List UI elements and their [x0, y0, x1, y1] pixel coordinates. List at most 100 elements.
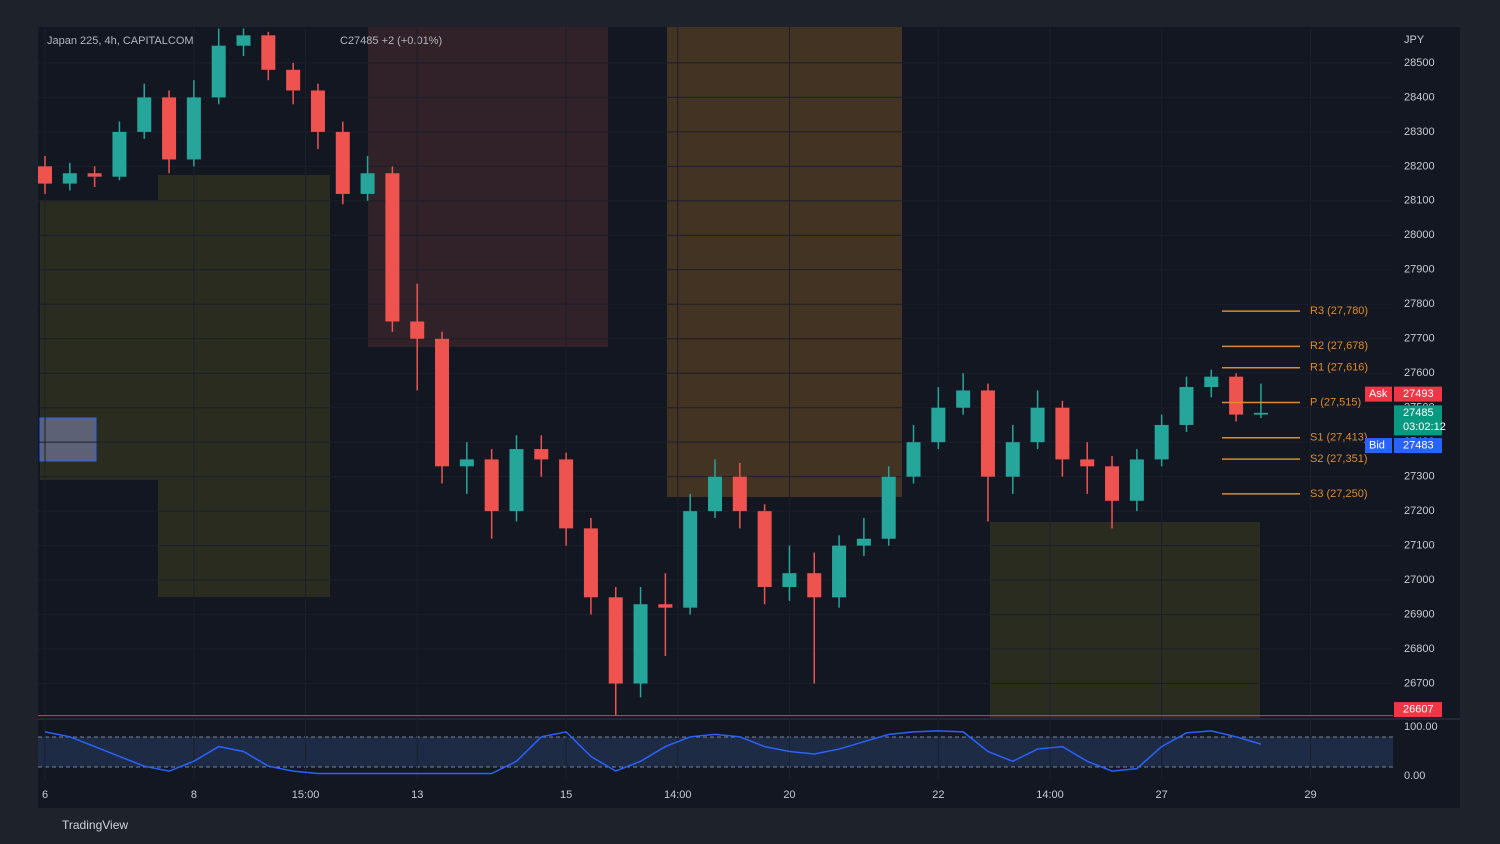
candle-body	[1179, 387, 1194, 425]
osc-band	[38, 737, 1393, 767]
brand: TradingView	[62, 818, 128, 832]
candle-body	[782, 573, 797, 587]
candle-body	[236, 35, 251, 46]
oscillator-line	[44, 730, 1262, 775]
candle-body	[683, 511, 698, 608]
candle-body	[385, 173, 400, 322]
candle-body	[1253, 412, 1268, 415]
x-tick-label: 29	[1304, 789, 1316, 801]
pivot-label: R3 (27,780)	[1310, 305, 1368, 317]
x-tick-label: 14:00	[664, 789, 692, 801]
y-tick-label: 26900	[1404, 608, 1435, 620]
pivot-label: R2 (27,678)	[1310, 340, 1368, 352]
price-tag-name-bg	[1365, 438, 1392, 454]
candle-body	[1204, 376, 1219, 388]
x-tick-label: 20	[783, 789, 795, 801]
candle-body	[509, 449, 524, 512]
candle-body	[807, 573, 822, 598]
candle-body	[757, 511, 772, 587]
candle-body	[583, 528, 598, 598]
y-tick-label: 27200	[1404, 505, 1435, 517]
price-tag-name: Ask	[1369, 388, 1388, 400]
candle-body	[832, 545, 847, 598]
candle-body	[1055, 407, 1070, 460]
candle-body	[608, 597, 623, 684]
candle-body	[906, 442, 921, 477]
osc-tick-label: 0.00	[1404, 770, 1425, 782]
candle-body	[658, 604, 673, 608]
y-tick-label: 27800	[1404, 298, 1435, 310]
candle-body	[484, 459, 499, 512]
candle-body	[261, 35, 276, 70]
price-tag-name-bg	[1365, 386, 1392, 402]
candle-body	[87, 173, 102, 177]
y-tick-label: 27900	[1404, 264, 1435, 276]
pivot-label: S2 (27,351)	[1310, 453, 1367, 465]
pivot-label: S1 (27,413)	[1310, 432, 1367, 444]
candle-body	[410, 321, 425, 339]
y-tick-label: 27700	[1404, 333, 1435, 345]
y-tick-label: 28100	[1404, 195, 1435, 207]
y-tick-label: 28000	[1404, 229, 1435, 241]
y-tick-label: 28500	[1404, 57, 1435, 69]
y-tick-label: 27600	[1404, 367, 1435, 379]
y-tick-label: 28400	[1404, 91, 1435, 103]
candle-body	[1129, 459, 1144, 501]
price-tag-label: 26607	[1403, 703, 1434, 715]
last-change: C27485 +2 (+0.01%)	[340, 35, 442, 47]
candle-body	[956, 390, 971, 408]
candle-body	[162, 97, 177, 160]
x-tick-label: 13	[411, 789, 423, 801]
y-tick-label: 28200	[1404, 160, 1435, 172]
candle-body	[931, 407, 946, 443]
candle-body	[459, 459, 474, 467]
candle-body	[38, 166, 52, 184]
pivot-label: R1 (27,616)	[1310, 362, 1368, 374]
candle-body	[211, 45, 226, 98]
countdown: 03:02:12	[1403, 421, 1446, 433]
pivot-label: S3 (27,250)	[1310, 488, 1367, 500]
candle-body	[559, 459, 574, 529]
candle-body	[534, 449, 549, 460]
y-tick-label: 26700	[1404, 677, 1435, 689]
box	[39, 417, 97, 462]
chart-title: Japan 225, 4h, CAPITALCOM	[47, 35, 194, 47]
currency: JPY	[1404, 34, 1425, 46]
price-tag	[1394, 702, 1442, 718]
y-tick-label: 28300	[1404, 126, 1435, 138]
x-tick-label: 22	[932, 789, 944, 801]
candle-body	[310, 90, 325, 132]
zone	[990, 522, 1260, 718]
candle-body	[1154, 424, 1169, 460]
candle-body	[186, 97, 201, 160]
candle-body	[112, 131, 127, 177]
candle-body	[286, 69, 301, 91]
candle-body	[435, 338, 450, 467]
x-tick-label: 8	[191, 789, 197, 801]
candle-body	[360, 173, 375, 194]
candle-body	[980, 390, 995, 477]
x-tick-label: 15:00	[292, 789, 320, 801]
zone	[368, 27, 608, 347]
price-tag	[1394, 438, 1442, 454]
candle-body	[1005, 442, 1020, 477]
price-tag-label: 27485	[1403, 407, 1434, 419]
y-tick-label: 27100	[1404, 540, 1435, 552]
x-tick-label: 14:00	[1036, 789, 1064, 801]
zone	[158, 175, 330, 597]
candle-body	[1030, 407, 1045, 443]
price-tag	[1394, 405, 1442, 436]
price-tag-name: Bid	[1369, 439, 1385, 451]
candle-body	[856, 538, 871, 546]
x-tick-label: 27	[1156, 789, 1168, 801]
price-tag-label: 27493	[1403, 388, 1434, 400]
zone	[667, 27, 902, 497]
osc-tick-label: 100.00	[1404, 721, 1438, 733]
candle-body	[708, 476, 722, 512]
candle-body	[62, 173, 77, 184]
candle-body	[1229, 376, 1244, 415]
candle-body	[1080, 459, 1095, 467]
price-tag-label: 27483	[1403, 439, 1434, 451]
